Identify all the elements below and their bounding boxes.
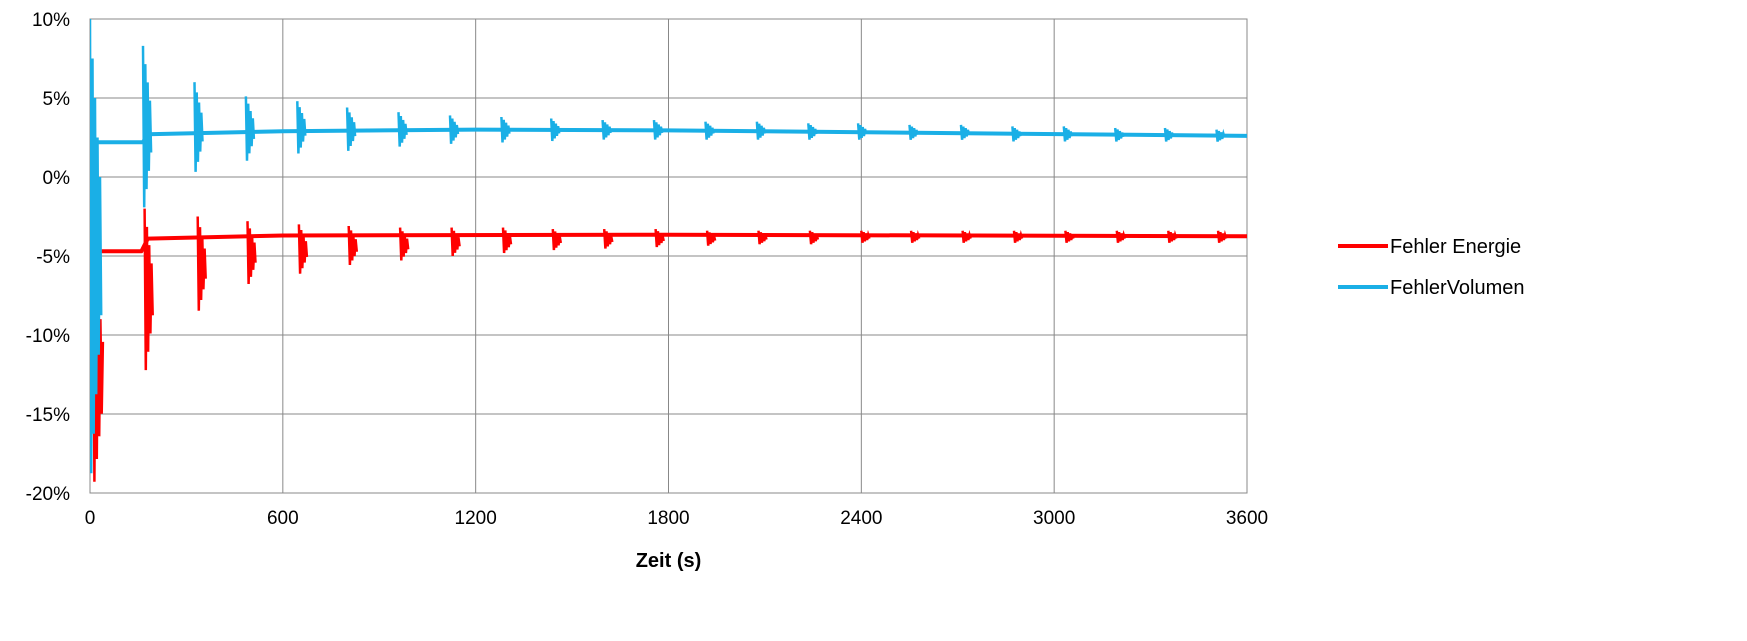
y-tick-label: 10% xyxy=(32,10,70,31)
series-burst-fehlervolumen xyxy=(959,124,971,140)
series-burst-fehler-energie xyxy=(1064,230,1075,243)
series-burst-fehlervolumen xyxy=(908,124,919,140)
x-axis-title: Zeit (s) xyxy=(636,550,702,572)
series-burst-fehler-energie xyxy=(705,230,717,246)
series-burst-fehler-energie xyxy=(297,224,309,274)
series-line-fehler-energie xyxy=(90,232,1247,254)
y-tick-label: -5% xyxy=(36,247,70,268)
series-burst-fehler-energie xyxy=(860,229,871,243)
series-burst-fehlervolumen xyxy=(90,19,103,474)
x-axis-tick-labels: 0 600 1200 1800 2400 3000 3600 xyxy=(85,508,1268,529)
series-burst-fehlervolumen xyxy=(1215,128,1226,142)
series-burst-fehlervolumen xyxy=(755,121,767,140)
series-burst-fehlervolumen xyxy=(448,115,460,144)
y-tick-label: -20% xyxy=(26,484,70,505)
x-tick-label: 600 xyxy=(267,508,299,529)
series-burst-fehlervolumen xyxy=(1011,126,1022,142)
y-tick-label: -10% xyxy=(26,326,70,347)
series-burst-fehler-energie xyxy=(551,229,563,251)
series-burst-fehler-energie xyxy=(398,227,410,261)
series-burst-fehler-energie xyxy=(808,230,820,245)
series-burst-fehlervolumen xyxy=(1113,127,1125,142)
y-tick-label: 5% xyxy=(43,89,71,110)
y-tick-label: -15% xyxy=(26,405,70,426)
series-burst-fehlervolumen xyxy=(652,120,664,140)
y-axis-tick-labels: 10% 5% 0% -5% -10% -15% -20% xyxy=(26,10,70,505)
series-burst-fehler-energie xyxy=(757,230,768,245)
series-burst-fehlervolumen xyxy=(244,96,256,161)
series-burst-fehlervolumen xyxy=(193,82,204,172)
series-burst-fehler-energie xyxy=(961,229,972,243)
series-burst-fehlervolumen xyxy=(807,123,818,140)
series-burst-fehlervolumen xyxy=(397,112,408,147)
series-burst-fehler-energie xyxy=(143,208,154,371)
y-tick-label: 0% xyxy=(43,168,71,189)
legend: Fehler Energie FehlerVolumen xyxy=(1338,236,1525,299)
series-burst-fehlervolumen xyxy=(1062,126,1074,142)
series-burst-fehlervolumen xyxy=(704,121,715,140)
series-burst-fehler-energie xyxy=(1216,229,1228,243)
series-burst-fehlervolumen xyxy=(1163,127,1175,142)
x-tick-label: 1200 xyxy=(455,508,497,529)
x-tick-label: 1800 xyxy=(647,508,689,529)
x-tick-label: 3600 xyxy=(1226,508,1268,529)
series-fehlervolumen xyxy=(90,19,1247,474)
series-burst-fehler-energie xyxy=(450,227,461,257)
plot-series xyxy=(90,19,1247,482)
series-burst-fehlervolumen xyxy=(141,45,153,208)
series-burst-fehlervolumen xyxy=(549,118,561,142)
x-tick-label: 2400 xyxy=(840,508,882,529)
series-burst-fehler-energie xyxy=(246,221,257,285)
series-burst-fehlervolumen xyxy=(345,107,357,151)
series-burst-fehler-energie xyxy=(654,229,665,248)
legend-label-fehlervolumen: FehlerVolumen xyxy=(1390,277,1525,299)
series-burst-fehler-energie xyxy=(501,227,513,254)
series-burst-fehlervolumen xyxy=(296,101,307,154)
series-burst-fehler-energie xyxy=(1012,229,1024,243)
series-burst-fehler-energie xyxy=(196,216,207,311)
series-burst-fehler-energie xyxy=(602,229,614,249)
x-tick-label: 0 xyxy=(85,508,96,529)
series-burst-fehler-energie xyxy=(909,229,921,243)
legend-label-fehler-energie: Fehler Energie xyxy=(1390,236,1521,258)
series-burst-fehler-energie xyxy=(347,225,359,265)
series-burst-fehlervolumen xyxy=(500,116,511,143)
series-burst-fehler-energie xyxy=(1115,229,1127,243)
series-burst-fehler-energie xyxy=(1167,229,1178,243)
series-burst-fehlervolumen xyxy=(601,120,612,140)
x-tick-label: 3000 xyxy=(1033,508,1075,529)
series-burst-fehlervolumen xyxy=(856,123,868,140)
